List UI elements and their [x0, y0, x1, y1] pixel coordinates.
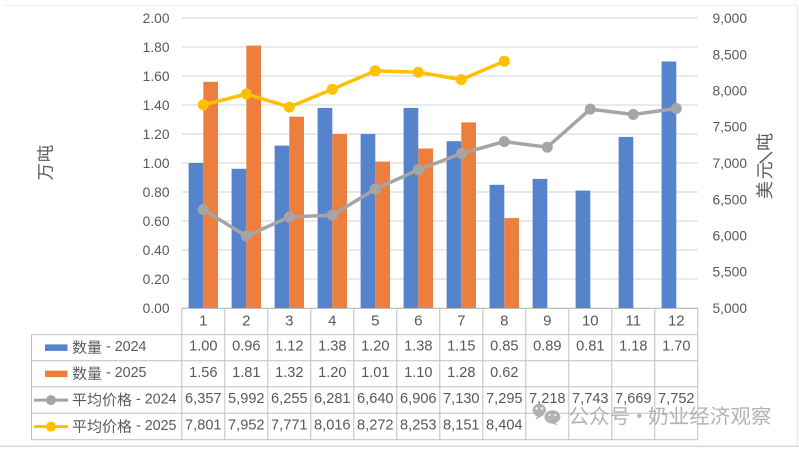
- svg-text:11: 11: [626, 313, 642, 330]
- svg-text:7,000: 7,000: [713, 156, 748, 171]
- svg-text:10: 10: [582, 313, 599, 330]
- svg-text:7,295: 7,295: [486, 391, 523, 407]
- svg-text:7,952: 7,952: [228, 418, 265, 434]
- svg-text:0.85: 0.85: [490, 339, 518, 355]
- svg-text:7,500: 7,500: [713, 120, 748, 135]
- svg-text:0.20: 0.20: [143, 272, 170, 287]
- svg-text:8,253: 8,253: [400, 418, 437, 434]
- svg-text:7,218: 7,218: [529, 391, 566, 407]
- svg-text:1.28: 1.28: [447, 365, 475, 381]
- svg-text:6,281: 6,281: [314, 391, 351, 407]
- svg-text:1.81: 1.81: [232, 365, 260, 381]
- svg-text:1: 1: [199, 313, 207, 330]
- svg-text:0.81: 0.81: [576, 339, 604, 355]
- svg-text:6,640: 6,640: [357, 391, 394, 407]
- svg-text:0.62: 0.62: [490, 365, 518, 381]
- svg-text:8: 8: [500, 313, 508, 330]
- svg-text:0.80: 0.80: [143, 185, 170, 200]
- svg-text:6,357: 6,357: [185, 391, 222, 407]
- svg-text:1.70: 1.70: [662, 339, 690, 355]
- svg-text:9,000: 9,000: [713, 11, 748, 26]
- svg-text:1.20: 1.20: [318, 365, 346, 381]
- svg-text:- 2024: - 2024: [102, 339, 147, 355]
- svg-text:1.15: 1.15: [447, 339, 475, 355]
- svg-text:6,906: 6,906: [400, 391, 437, 407]
- svg-text:7,752: 7,752: [658, 391, 695, 407]
- svg-text:0.00: 0.00: [143, 301, 170, 316]
- svg-text:5,000: 5,000: [713, 301, 748, 316]
- svg-text:0.40: 0.40: [143, 243, 170, 258]
- svg-text:6,255: 6,255: [271, 391, 308, 407]
- svg-text:6,500: 6,500: [713, 192, 748, 207]
- svg-text:1.32: 1.32: [275, 365, 303, 381]
- svg-text:1.10: 1.10: [404, 365, 432, 381]
- svg-text:8,272: 8,272: [357, 418, 394, 434]
- svg-text:1.20: 1.20: [361, 339, 389, 355]
- svg-text:8,000: 8,000: [713, 84, 748, 99]
- svg-text:7,130: 7,130: [443, 391, 480, 407]
- svg-text:1.18: 1.18: [619, 339, 647, 355]
- svg-text:0.89: 0.89: [533, 339, 561, 355]
- svg-text:7: 7: [457, 313, 465, 330]
- svg-text:7,743: 7,743: [572, 391, 609, 407]
- svg-text:8,151: 8,151: [443, 418, 480, 434]
- svg-text:1.00: 1.00: [143, 156, 170, 171]
- svg-text:8,016: 8,016: [314, 418, 351, 434]
- svg-text:2: 2: [242, 313, 250, 330]
- svg-text:1.00: 1.00: [189, 339, 217, 355]
- svg-text:8,404: 8,404: [486, 418, 523, 434]
- svg-text:1.12: 1.12: [275, 339, 303, 355]
- svg-text:2.00: 2.00: [143, 11, 170, 26]
- svg-text:3: 3: [285, 313, 293, 330]
- svg-text:1.60: 1.60: [143, 69, 170, 84]
- svg-text:7,669: 7,669: [615, 391, 652, 407]
- svg-text:4: 4: [328, 313, 336, 330]
- svg-text:5: 5: [371, 313, 379, 330]
- svg-text:1.20: 1.20: [143, 127, 170, 142]
- svg-text:- 2025: - 2025: [132, 418, 177, 434]
- svg-text:0.96: 0.96: [232, 339, 260, 355]
- svg-text:9: 9: [543, 313, 551, 330]
- svg-text:8,500: 8,500: [713, 47, 748, 62]
- svg-text:5,500: 5,500: [713, 265, 748, 280]
- svg-text:6: 6: [414, 313, 422, 330]
- svg-text:1.56: 1.56: [189, 365, 217, 381]
- svg-text:1.80: 1.80: [143, 40, 170, 55]
- svg-text:1.38: 1.38: [318, 339, 346, 355]
- svg-text:12: 12: [668, 313, 685, 330]
- svg-text:6,000: 6,000: [713, 229, 748, 244]
- svg-text:- 2025: - 2025: [102, 365, 147, 381]
- svg-text:1.01: 1.01: [361, 365, 389, 381]
- svg-text:1.40: 1.40: [143, 98, 170, 113]
- svg-text:- 2024: - 2024: [132, 392, 177, 408]
- svg-text:7,771: 7,771: [271, 418, 308, 434]
- svg-text:1.38: 1.38: [404, 339, 432, 355]
- svg-text:0.60: 0.60: [143, 214, 170, 229]
- svg-text:5,992: 5,992: [228, 391, 265, 407]
- svg-text:7,801: 7,801: [185, 418, 222, 434]
